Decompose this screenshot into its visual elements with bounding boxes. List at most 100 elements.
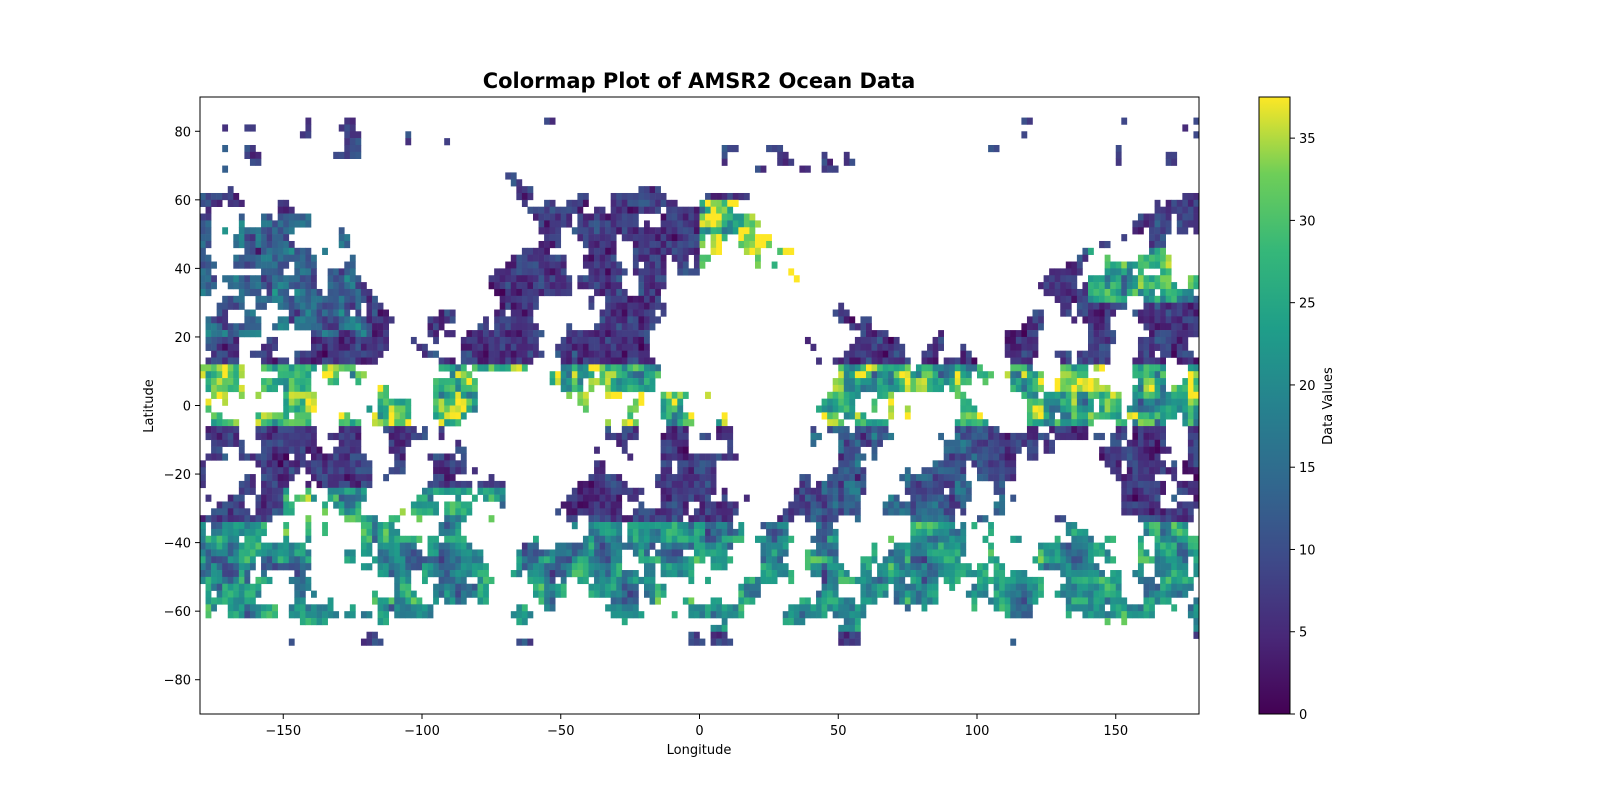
heatmap-cell [965,378,972,386]
heatmap-cell [1110,261,1117,269]
heatmap-cell [677,522,684,530]
heatmap-cell [693,227,700,235]
heatmap-cell [266,254,273,262]
heatmap-cell [216,583,223,591]
heatmap-cell [1038,323,1044,331]
heatmap-cell [566,330,573,338]
heatmap-cell [1193,474,1199,482]
heatmap-cell [344,426,351,434]
heatmap-cell [555,549,562,557]
heatmap-cell [1015,590,1022,598]
heatmap-cell [360,494,367,502]
heatmap-cell [882,556,889,564]
heatmap-cell [755,234,761,242]
heatmap-cell [705,494,711,502]
heatmap-cell [422,494,428,502]
heatmap-cell [610,330,617,338]
heatmap-cell [1132,309,1139,317]
heatmap-cell [477,570,484,578]
heatmap-cell [899,364,906,372]
heatmap-cell [521,323,528,331]
heatmap-cell [616,549,623,557]
heatmap-cell [205,357,212,365]
heatmap-cell [1110,275,1117,283]
heatmap-cell [804,336,811,345]
heatmap-cell [682,247,689,255]
heatmap-cell [577,508,584,516]
heatmap-cell [827,576,833,585]
heatmap-cell [971,446,978,454]
heatmap-cell [810,432,817,441]
heatmap-cell [621,206,628,214]
heatmap-cell [821,570,828,578]
heatmap-cell [599,220,606,228]
heatmap-cell [666,494,673,502]
heatmap-cell [238,288,245,297]
heatmap-cell [588,275,595,283]
heatmap-cell [422,432,428,441]
heatmap-cell [899,556,906,564]
heatmap-cell [1165,528,1172,537]
heatmap-cell [627,583,634,591]
heatmap-cell [621,583,628,591]
heatmap-cell [599,247,606,255]
heatmap-cell [799,480,806,489]
heatmap-cell [671,199,678,207]
heatmap-cell [1038,309,1044,317]
heatmap-cell [394,453,401,461]
heatmap-cell [738,583,745,591]
heatmap-cell [594,563,600,571]
heatmap-cell [283,556,290,564]
heatmap-cell [682,254,689,262]
heatmap-cell [582,220,589,228]
heatmap-cell [644,234,650,242]
heatmap-cell [943,542,950,550]
heatmap-cell [1038,398,1044,406]
heatmap-cell [749,597,756,605]
heatmap-cell [222,343,229,351]
heatmap-cell [949,487,956,495]
heatmap-cell [843,357,850,365]
heatmap-cell [255,158,262,166]
heatmap-cell [410,508,417,516]
heatmap-cell [1054,275,1061,283]
heatmap-cell [516,302,523,310]
heatmap-cell [982,576,989,585]
heatmap-cell [1060,419,1067,427]
heatmap-cell [272,467,278,475]
heatmap-cell [577,364,584,372]
heatmap-cell [1193,302,1199,310]
heatmap-cell [1143,556,1150,564]
heatmap-cell [222,391,229,399]
heatmap-cell [1060,549,1067,557]
heatmap-cell [838,597,845,605]
heatmap-cell [599,378,606,386]
heatmap-cell [244,240,251,249]
heatmap-cell [283,508,290,516]
heatmap-cell [988,522,994,530]
heatmap-cell [627,522,634,530]
heatmap-cell [516,604,523,612]
heatmap-cell [810,494,817,502]
heatmap-cell [516,556,523,564]
heatmap-cell [1132,570,1139,578]
heatmap-cell [510,323,517,331]
heatmap-cell [644,330,650,338]
heatmap-cell [549,227,556,235]
heatmap-cell [827,583,833,591]
heatmap-cell [349,343,356,351]
heatmap-cell [344,268,351,276]
heatmap-cell [588,295,595,303]
heatmap-cell [671,542,678,550]
heatmap-cell [638,384,645,393]
heatmap-cell [1143,282,1150,290]
heatmap-cell [1038,542,1044,550]
heatmap-cell [1182,487,1189,495]
heatmap-cell [1076,426,1083,434]
heatmap-cell [283,419,290,427]
heatmap-cell [782,151,789,159]
heatmap-cell [444,419,451,427]
heatmap-cell [294,384,301,393]
heatmap-cell [771,563,778,571]
heatmap-cell [866,570,872,578]
